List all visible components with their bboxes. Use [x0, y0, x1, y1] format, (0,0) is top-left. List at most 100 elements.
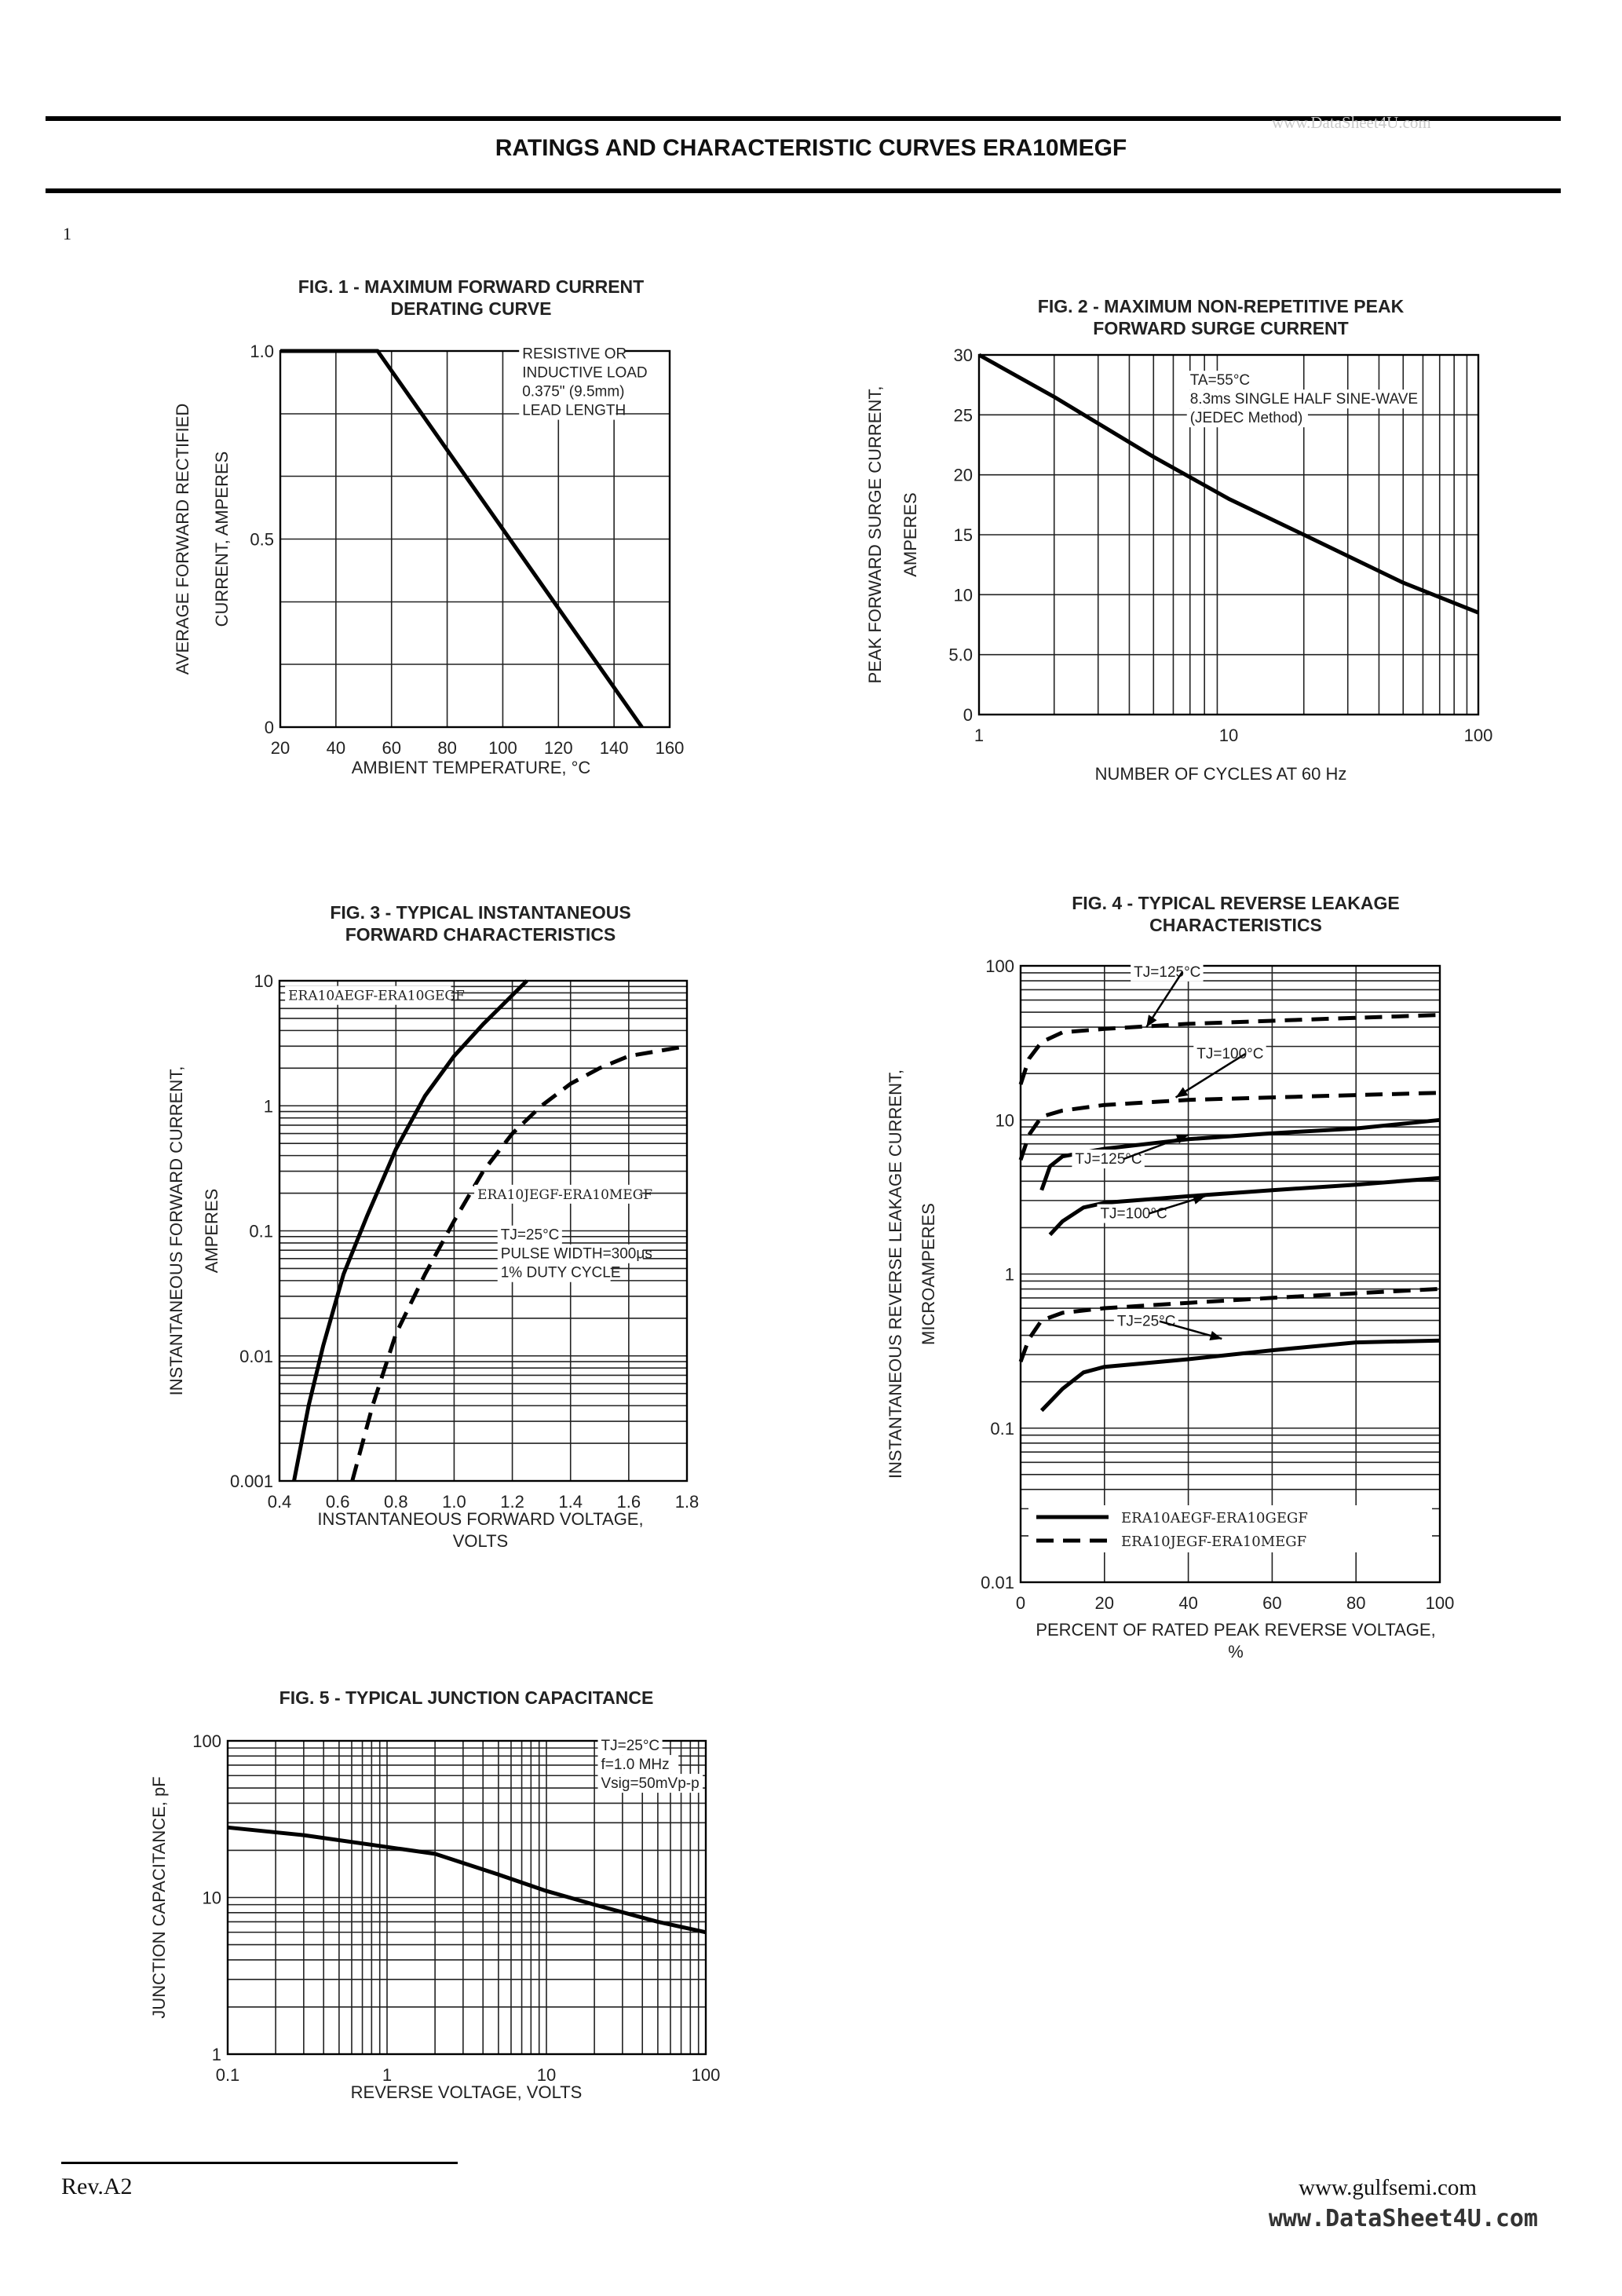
- top-rule-lower: [46, 188, 1561, 193]
- fig3-y-tick-label: 1: [264, 1096, 273, 1116]
- fig2-annotation-text: TA=55°C: [1190, 372, 1250, 389]
- page-title: RATINGS AND CHARACTERISTIC CURVES ERA10M…: [495, 135, 1127, 161]
- fig3-x-tick-label: 0.8: [384, 1492, 408, 1512]
- fig3-plot-frame: [278, 979, 689, 1483]
- fig3-annotation-text: ERA10AEGF-ERA10GEGF: [288, 989, 465, 1004]
- fig2-annotation-text: (JEDEC Method): [1190, 410, 1303, 426]
- fig2-x-tick-label: 100: [1464, 726, 1493, 745]
- fig1-x-tick-label: 140: [600, 738, 629, 758]
- fig5-y-axis-label: JUNCTION CAPACITANCE, pF: [149, 1776, 169, 2018]
- fig4-x-tick-label: 100: [1426, 1593, 1455, 1613]
- fig3-annotation-bg: [497, 1225, 562, 1245]
- fig3-y-tick-label: 10: [254, 971, 273, 991]
- fig1-series-line: [280, 349, 644, 729]
- fig4-x-tick-label: 40: [1178, 1593, 1197, 1613]
- fig5-annotation-text: TJ=25°C: [601, 1738, 660, 1754]
- fig4-arrow-head: [1193, 1194, 1205, 1205]
- fig3-y-tick-label: 0.1: [249, 1222, 273, 1241]
- fig3-annotation-text: TJ=25°C: [501, 1227, 560, 1244]
- fig3-x-tick-label: 1.4: [558, 1492, 583, 1512]
- fig4-series-line: [1018, 1013, 1441, 1085]
- fig4-annotation-bg: [1097, 1204, 1170, 1223]
- fig5-annotation-bg: [597, 1755, 679, 1775]
- fig3-y-axis-label: INSTANTANEOUS FORWARD CURRENT,: [166, 1066, 186, 1396]
- fig3-annotation-bg: [497, 1244, 643, 1263]
- fig4-annotation-bg: [1131, 962, 1204, 982]
- fig5-x-tick-label: 1: [382, 2065, 392, 2085]
- fig3-x-tick-label: 1.6: [617, 1492, 641, 1512]
- fig2-title-line: FORWARD SURGE CURRENT: [1093, 318, 1348, 338]
- fig2-y-tick-label: 30: [954, 345, 973, 365]
- fig2-y-tick-label: 5.0: [948, 645, 973, 665]
- fig3-x-axis-label: INSTANTANEOUS FORWARD VOLTAGE,: [317, 1509, 643, 1529]
- fig5-x-tick-label: 10: [537, 2065, 556, 2085]
- fig2-y-axis-label: AMPERES: [901, 492, 920, 577]
- fig3-y-axis-label: AMPERES: [202, 1189, 221, 1274]
- fig5-title-line: FIG. 5 - TYPICAL JUNCTION CAPACITANCE: [279, 1687, 654, 1708]
- fig2-y-tick-label: 10: [954, 585, 973, 605]
- fig2-plot-frame: [977, 353, 1480, 716]
- fig4-y-tick-label: 10: [995, 1110, 1014, 1130]
- watermark-top: www.DataSheet4U.com: [1272, 113, 1431, 132]
- fig3-annotation-bg: [497, 1263, 611, 1282]
- top-rule-upper: [46, 116, 1561, 121]
- fig1-x-tick-label: 100: [488, 738, 517, 758]
- fig1-x-tick-label: 20: [271, 738, 290, 758]
- fig4-series-line: [1048, 1175, 1441, 1237]
- fig3-series-line: [350, 1044, 688, 1482]
- fig1-y-tick-label: 0: [265, 718, 274, 737]
- fig2-annotation-text: 8.3ms SINGLE HALF SINE-WAVE: [1190, 391, 1418, 408]
- fig5-series-line: [227, 1825, 707, 1935]
- fig4-legend-label: ERA10JEGF-ERA10MEGF: [1121, 1534, 1306, 1550]
- watermark-bottom: www.DataSheet4U.com: [1268, 2205, 1538, 2232]
- fig2-x-tick-label: 1: [974, 726, 984, 745]
- fig4-leakage-chart: FIG. 4 - TYPICAL REVERSE LEAKAGECHARACTE…: [886, 893, 1455, 1662]
- fig2-y-tick-label: 25: [954, 405, 973, 425]
- fig4-y-tick-label: 100: [985, 956, 1014, 976]
- fig2-annotation-bg: [1186, 408, 1308, 428]
- fig1-x-axis-label: AMBIENT TEMPERATURE, °C: [352, 758, 591, 777]
- fig4-annotation-arrow: [1174, 1053, 1246, 1099]
- fig4-annotation-text: TJ=100°C: [1196, 1046, 1263, 1062]
- fig3-y-tick-label: 0.01: [239, 1347, 273, 1366]
- fig3-annotation-text: PULSE WIDTH=300μs: [501, 1246, 652, 1263]
- fig5-annotation-text: f=1.0 MHz: [601, 1757, 670, 1773]
- fig4-series-line: [1039, 1338, 1441, 1413]
- fig4-x-tick-label: 0: [1016, 1593, 1025, 1613]
- fig4-y-axis-label: INSTANTANEOUS REVERSE LEAKAGE CURRENT,: [886, 1069, 905, 1479]
- fig3-series-line: [292, 979, 528, 1482]
- fig3-annotation-text: ERA10JEGF-ERA10MEGF: [477, 1187, 652, 1203]
- fig5-x-axis-label: REVERSE VOLTAGE, VOLTS: [351, 2082, 583, 2102]
- fig2-x-axis-label: NUMBER OF CYCLES AT 60 Hz: [1095, 764, 1347, 784]
- fig2-annotation-bg: [1186, 371, 1251, 390]
- fig4-y-tick-label: 0.1: [990, 1419, 1014, 1439]
- fig1-x-tick-label: 80: [437, 738, 456, 758]
- fig2-y-tick-label: 20: [954, 466, 973, 485]
- fig1-annotation-text: 0.375" (9.5mm): [522, 384, 624, 400]
- fig3-annotation-bg: [474, 1184, 641, 1204]
- fig1-title-line: FIG. 1 - MAXIMUM FORWARD CURRENT: [298, 276, 644, 297]
- website-link[interactable]: www.gulfsemi.com: [1299, 2175, 1477, 2200]
- fig4-series-line: [1018, 1287, 1441, 1362]
- fig1-y-axis-label: CURRENT, AMPERES: [212, 452, 232, 627]
- fig3-title-line: FIG. 3 - TYPICAL INSTANTANEOUS: [330, 902, 630, 923]
- fig1-plot-frame: [279, 349, 671, 729]
- fig4-arrow-head: [1175, 1134, 1189, 1144]
- fig3-annotation-bg: [285, 985, 451, 1005]
- fig4-legend-label: ERA10AEGF-ERA10GEGF: [1121, 1510, 1308, 1526]
- fig3-x-tick-label: 1.2: [500, 1492, 524, 1512]
- fig4-y-tick-label: 0.01: [981, 1573, 1014, 1592]
- fig1-annotation-text: INDUCTIVE LOAD: [522, 365, 647, 382]
- fig4-x-axis-label: PERCENT OF RATED PEAK REVERSE VOLTAGE,: [1036, 1620, 1435, 1640]
- fig5-annotation-bg: [597, 1736, 663, 1756]
- fig1-y-tick-label: 0.5: [250, 530, 274, 550]
- fig4-arrow-head: [1175, 1087, 1189, 1098]
- fig1-annotation-bg: [519, 382, 641, 401]
- fig5-annotation-bg: [597, 1774, 703, 1793]
- fig4-annotation-bg: [1072, 1149, 1145, 1168]
- fig2-y-tick-label: 0: [963, 705, 973, 725]
- fig3-x-tick-label: 1.8: [675, 1492, 700, 1512]
- fig4-annotation-bg: [1193, 1044, 1266, 1064]
- fig1-annotation-bg: [519, 344, 624, 364]
